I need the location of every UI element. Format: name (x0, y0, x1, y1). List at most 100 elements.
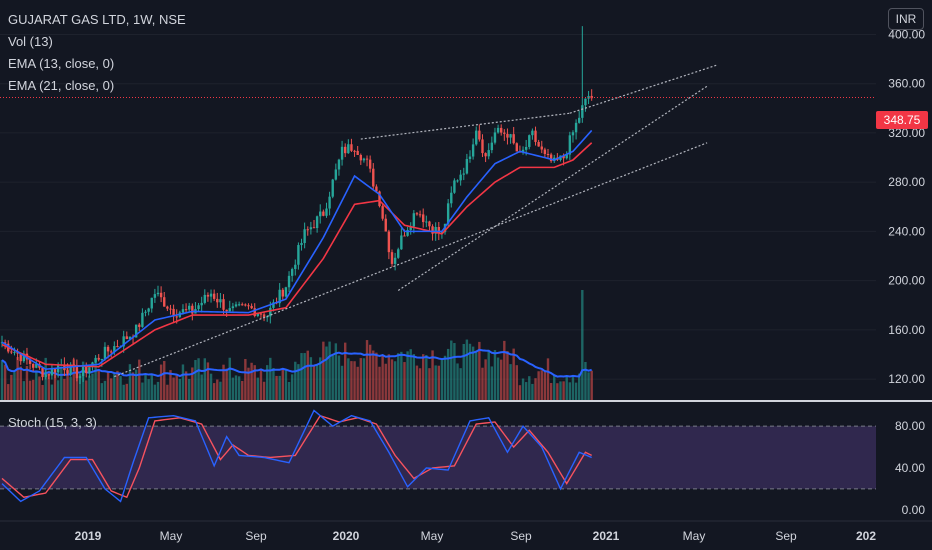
candle-body (35, 363, 38, 368)
volume-bar (253, 365, 256, 400)
time-tick-label: Sep (245, 529, 267, 543)
volume-bar (222, 364, 225, 400)
candle-body (365, 158, 369, 160)
volume-bar (97, 369, 100, 400)
volume-bar (565, 376, 568, 400)
candle-body (141, 312, 144, 327)
candle-body (521, 149, 525, 153)
candle-body (122, 336, 125, 347)
candle-body (456, 180, 459, 182)
candle-body (50, 368, 54, 376)
time-tick-label: 2019 (75, 529, 102, 543)
candle-body (253, 308, 256, 317)
candle-body (19, 353, 22, 362)
candle-body (325, 208, 328, 216)
candle-body (334, 169, 338, 180)
volume-bar (372, 350, 375, 400)
candle-body (22, 353, 26, 362)
candle-body (574, 122, 578, 133)
volume-bar (241, 380, 244, 400)
volume-bar (375, 352, 378, 400)
volume-bar (141, 382, 144, 400)
candle-body (75, 365, 79, 379)
volume-bar (88, 375, 91, 400)
candle-body (446, 203, 450, 224)
volume-bar (465, 339, 469, 400)
volume-bar (178, 378, 182, 400)
volume-bar (471, 346, 475, 400)
candle-body (222, 299, 225, 310)
volume-bar (393, 361, 397, 400)
candle-body (422, 214, 425, 223)
legend-stoch: Stoch (15, 3, 3) (8, 415, 97, 430)
volume-bar (446, 348, 450, 400)
volume-bar (468, 343, 472, 400)
candle-body (69, 364, 72, 374)
candle-body (309, 227, 313, 230)
volume-bar (337, 355, 341, 400)
volume-bar (191, 367, 194, 400)
candle-body (85, 366, 88, 374)
volume-bar (156, 381, 160, 400)
candle-body (116, 346, 119, 348)
candle-body (41, 367, 44, 378)
volume-bar (297, 364, 300, 400)
candle-body (347, 144, 350, 154)
price-tick-label: 240.00 (888, 224, 925, 238)
currency-button[interactable]: INR (888, 8, 924, 30)
volume-bar (110, 378, 113, 400)
volume-bar (78, 374, 82, 400)
volume-bar (50, 384, 54, 400)
candle-body (125, 336, 128, 340)
volume-bar (150, 374, 153, 400)
volume-bar (228, 357, 231, 400)
volume-bar (250, 362, 253, 400)
volume-bar (556, 383, 559, 400)
volume-bar (515, 365, 518, 400)
volume-bar (290, 374, 294, 400)
volume-bar (562, 381, 565, 400)
volume-bar (284, 369, 288, 400)
candle-body (353, 150, 356, 152)
volume-bar (262, 381, 266, 400)
candle-body (303, 229, 306, 243)
volume-bar (35, 370, 38, 400)
candle-body (197, 305, 200, 310)
candle-body (406, 229, 409, 236)
volume-bar (3, 364, 7, 400)
candle-body (503, 132, 506, 134)
volume-bar (122, 384, 125, 400)
candle-body (390, 252, 394, 264)
candle-body (225, 309, 228, 312)
volume-bar (63, 378, 66, 400)
candle-body (384, 218, 387, 232)
volume-bar (153, 384, 157, 400)
trendline (360, 112, 570, 140)
volume-bar (537, 371, 540, 400)
candle-body (378, 191, 381, 207)
volume-bar (353, 361, 356, 400)
volume-bar (22, 381, 26, 400)
candle-body (237, 304, 241, 306)
candle-body (387, 231, 391, 253)
volume-bar (60, 366, 63, 400)
candle-body (66, 370, 69, 374)
candle-body (453, 180, 456, 193)
candle-body (203, 294, 206, 303)
candle-body (244, 304, 247, 306)
volume-bar (194, 359, 197, 400)
candle-body (228, 308, 231, 312)
volume-bar (518, 385, 522, 400)
candle-body (206, 294, 210, 297)
candle-body (437, 226, 440, 234)
candle-body (397, 249, 400, 258)
volume-bar (216, 379, 219, 400)
volume-bar (319, 357, 322, 400)
volume-bar (113, 373, 116, 400)
time-tick-label: May (421, 529, 444, 543)
legend-symbol: GUJARAT GAS LTD, 1W, NSE (8, 12, 186, 27)
candle-body (200, 302, 203, 306)
volume-bar (231, 377, 235, 400)
candle-body (359, 154, 362, 161)
